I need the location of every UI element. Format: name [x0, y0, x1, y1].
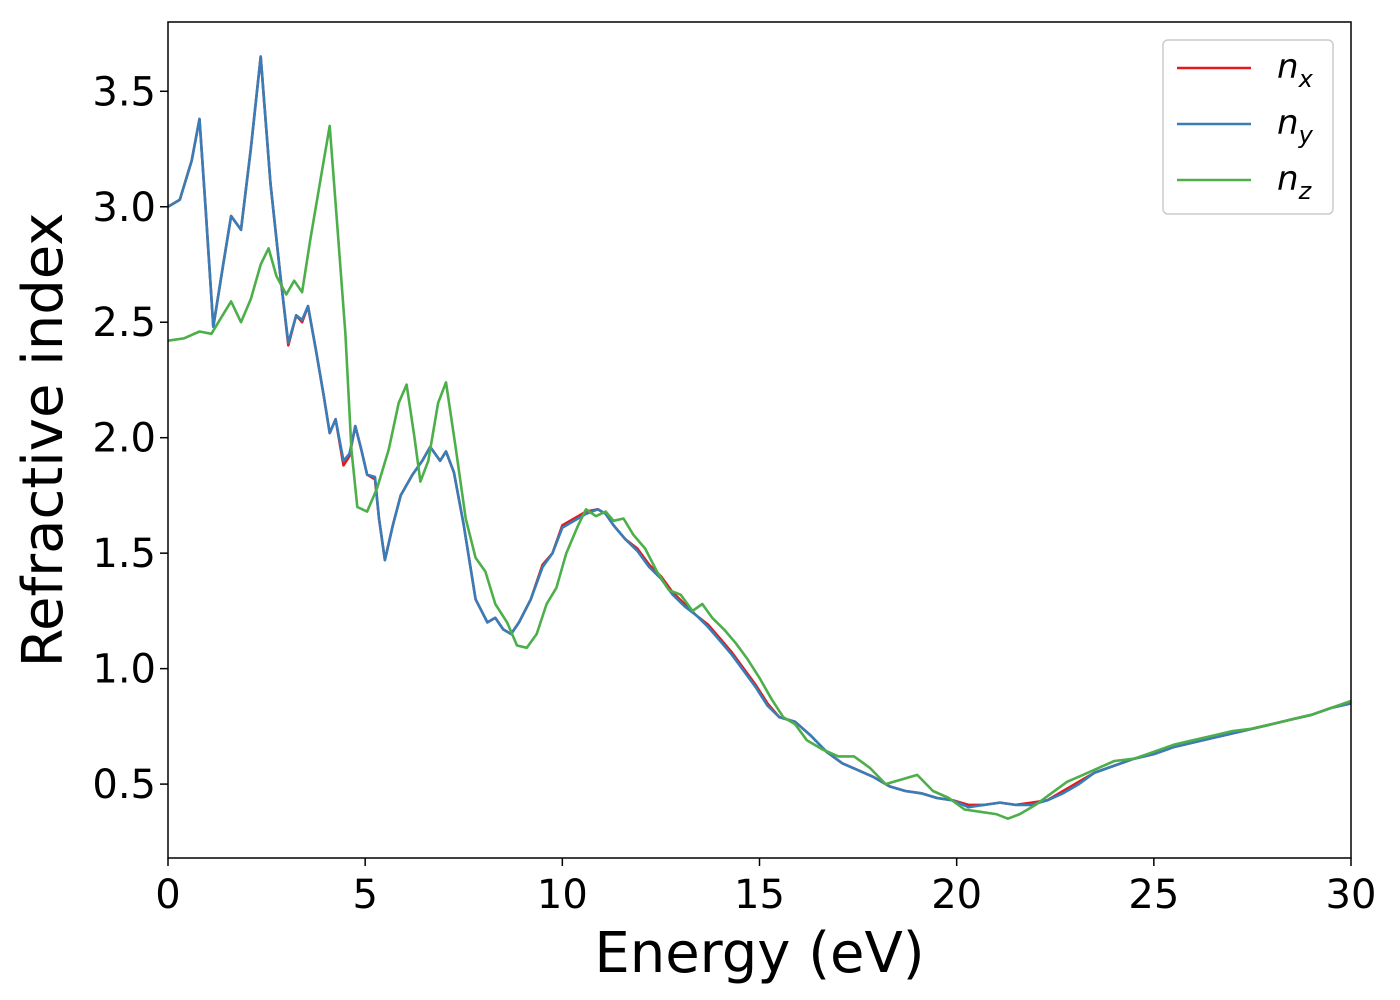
y-tick-label: 2.5	[92, 300, 156, 346]
legend-label-y: ny	[1277, 103, 1314, 149]
x-tick-label: 10	[537, 872, 588, 918]
legend: nx ny nz	[1162, 39, 1334, 215]
y-tick-label: 0.5	[92, 762, 156, 808]
legend-label-z: nz	[1277, 159, 1313, 205]
y-tick-label: 3.0	[92, 185, 156, 231]
series-line-z	[167, 124, 1352, 820]
x-tick-label: 30	[1326, 872, 1377, 918]
y-axis-label: Refractive index	[11, 213, 76, 668]
x-tick-label: 0	[155, 872, 180, 918]
y-tick-label: 2.0	[92, 416, 156, 462]
y-tick-label: 1.0	[92, 647, 156, 693]
x-tick-label: 15	[734, 872, 785, 918]
legend-label-x: nx	[1277, 47, 1314, 93]
x-tick-label: 25	[1128, 872, 1179, 918]
y-tick-label: 1.5	[92, 531, 156, 577]
legend-box	[1162, 39, 1334, 215]
x-tick-label: 5	[352, 872, 377, 918]
y-tick-label: 3.5	[92, 69, 156, 115]
x-axis-label: Energy (eV)	[594, 921, 924, 986]
x-tick-label: 20	[931, 872, 982, 918]
